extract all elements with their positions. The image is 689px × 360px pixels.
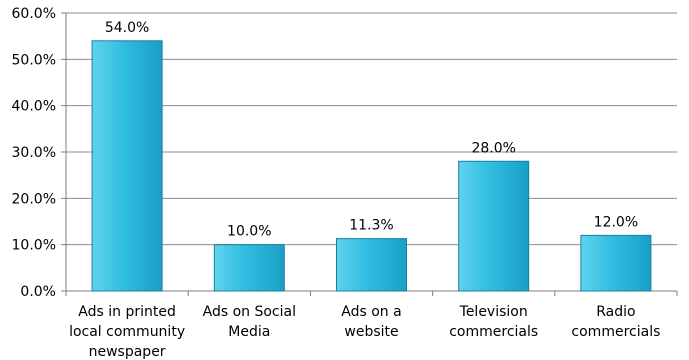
- category-label: Ads in printed local community newspaper: [69, 304, 185, 360]
- y-tick-label: 0.0%: [20, 284, 56, 300]
- category-label-line: commercials: [571, 324, 660, 340]
- y-tick-label: 40.0%: [12, 99, 56, 115]
- data-label: 11.3%: [349, 218, 393, 234]
- category-label-line: Ads on a: [341, 304, 401, 320]
- bar: [580, 234, 652, 292]
- bars: [91, 40, 652, 292]
- category-label-line: newspaper: [89, 344, 166, 360]
- category-label-line: Ads on Social: [203, 304, 296, 320]
- y-tick-label: 10.0%: [12, 238, 56, 254]
- x-axis: [61, 290, 678, 296]
- category-label: Radio commercials: [571, 304, 660, 340]
- data-label: 12.0%: [594, 214, 638, 230]
- category-label-line: Media: [228, 324, 270, 340]
- category-label-line: Radio: [596, 304, 635, 320]
- category-label-line: Television: [459, 304, 528, 320]
- y-tick-label: 60.0%: [12, 6, 56, 22]
- data-label: 28.0%: [471, 140, 515, 156]
- y-tick-label: 50.0%: [12, 52, 56, 68]
- bar: [213, 244, 285, 292]
- data-labels: 54.0% 10.0% 11.3% 28.0% 12.0%: [105, 20, 638, 240]
- category-label: Television commercials: [449, 304, 538, 340]
- data-label: 10.0%: [227, 224, 271, 240]
- bar: [458, 160, 530, 292]
- category-label-line: Ads in printed: [78, 304, 176, 320]
- bar: [336, 238, 407, 292]
- y-tick-label: 30.0%: [12, 145, 56, 161]
- category-label-line: commercials: [449, 324, 538, 340]
- y-tick-label: 20.0%: [12, 191, 56, 207]
- category-label: Ads on a website: [341, 304, 401, 340]
- y-gridlines: [66, 12, 677, 246]
- category-label-line: local community: [69, 324, 185, 340]
- category-label: Ads on Social Media: [203, 304, 296, 340]
- category-labels: Ads in printed local community newspaperAd…: [69, 304, 660, 360]
- data-label: 54.0%: [105, 20, 149, 36]
- category-label-line: website: [344, 324, 398, 340]
- bar: [91, 40, 163, 292]
- y-axis: 0.0% 10.0% 20.0% 30.0% 40.0% 50.0% 60.0%: [12, 6, 67, 300]
